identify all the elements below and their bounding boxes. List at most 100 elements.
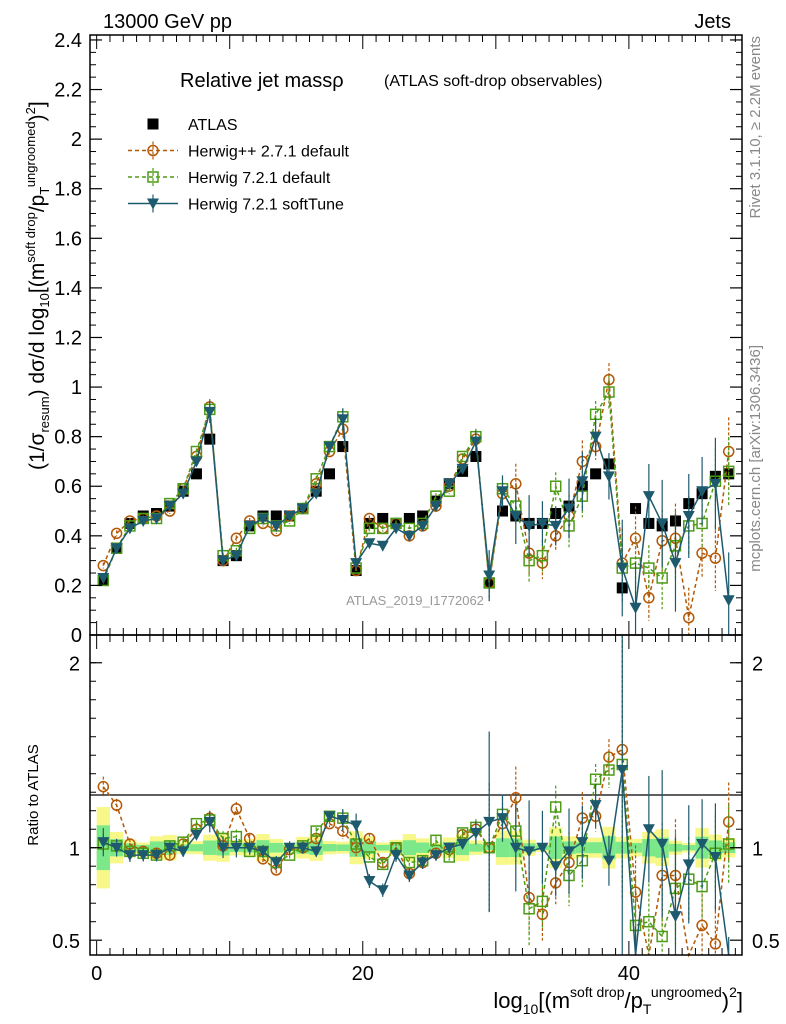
main-data-point — [536, 518, 549, 530]
ratio-data-point — [430, 834, 442, 847]
main-data-point — [536, 549, 549, 562]
ratio-stat-band — [495, 838, 510, 858]
main-y-tick-label: 1.2 — [54, 327, 82, 349]
ratio-data-point — [603, 751, 615, 763]
ratio-stat-band — [269, 842, 283, 853]
main-y-tick-label: 2 — [71, 129, 82, 151]
main-series-2 — [97, 375, 735, 610]
ratio-data-point — [549, 801, 562, 813]
main-data-point — [150, 513, 163, 525]
ratio-data-point — [403, 870, 416, 882]
main-data-point — [310, 473, 322, 485]
main-data-point — [230, 532, 243, 545]
ratio-data-point — [563, 846, 576, 858]
main-y-axis-label: (1/σresum) dσ/d log10[(msoft drop/pTungr… — [23, 101, 52, 470]
ratio-data-point — [97, 837, 110, 849]
ratio-stat-band — [189, 844, 204, 852]
x-tick-label: 20 — [352, 963, 374, 985]
main-data-point — [696, 547, 708, 559]
legend: ATLAS Herwig++ 2.7.1 default Herwig 7.2.1 … — [128, 117, 350, 214]
main-data-point — [483, 570, 496, 582]
main-y-tick-label: 0 — [71, 625, 82, 647]
ratio-data-point — [403, 856, 416, 869]
ratio-stat-band — [376, 844, 390, 851]
main-data-point — [163, 501, 176, 513]
ratio-data-point — [549, 861, 562, 873]
main-data-point — [696, 486, 709, 498]
main-panel: 0 0.2 0.4 0.6 0.8 1 1.2 1.4 1.6 1.8 2 2.2 2.4 Relati… — [23, 30, 743, 647]
ratio-data-point — [310, 846, 323, 858]
ratio-stat-band — [362, 841, 377, 855]
ratio-data-point — [310, 825, 322, 837]
main-data-point — [110, 527, 123, 540]
ratio-data-point — [469, 827, 482, 839]
main-data-point — [336, 414, 349, 426]
main-data-point — [296, 503, 309, 515]
ratio-data-point — [190, 817, 203, 830]
legend-entry: ATLAS — [147, 117, 238, 134]
ratio-data-point — [350, 820, 363, 832]
main-data-point — [403, 512, 415, 524]
ratio-data-point — [576, 837, 589, 849]
ratio-data-point — [589, 800, 602, 812]
ratio-stat-band — [336, 844, 350, 852]
main-data-point — [469, 436, 482, 448]
main-data-point — [656, 518, 669, 530]
main-series-line — [102, 411, 730, 608]
main-data-point — [270, 510, 282, 522]
main-data-point — [709, 478, 722, 490]
ratio-data-point — [523, 903, 535, 915]
ratio-data-point — [270, 857, 283, 869]
main-data-point — [110, 543, 123, 555]
ratio-y-tick-label-right: 2 — [752, 654, 763, 676]
ratio-stat-band — [469, 843, 483, 852]
x-tick-label: 0 — [91, 963, 102, 985]
ratio-data-point — [283, 842, 296, 854]
ratio-y-tick-label-right: 1 — [752, 839, 763, 861]
main-data-point — [722, 595, 735, 607]
legend-label: Herwig 7.2.1 softTune — [188, 197, 344, 214]
ratio-data-point — [123, 850, 136, 862]
main-data-point — [137, 515, 150, 527]
main-data-point — [376, 540, 389, 552]
main-y-tick-label: 0.8 — [54, 427, 82, 449]
ratio-stat-band — [588, 842, 603, 854]
ratio-data-point — [443, 842, 456, 854]
main-data-point — [324, 468, 336, 480]
ratio-data-point — [509, 842, 522, 854]
main-y-tick-label: 0.6 — [54, 476, 82, 498]
ratio-data-point — [603, 764, 615, 776]
main-data-point — [709, 552, 722, 564]
ratio-stat-band — [322, 844, 337, 852]
x-tick-label: 40 — [618, 963, 640, 985]
main-data-point — [629, 602, 642, 614]
ratio-data-point — [110, 842, 123, 854]
ratio-data-point — [602, 855, 615, 867]
main-y-tick-label: 0.4 — [54, 526, 82, 548]
ratio-data-point — [390, 850, 403, 862]
ratio-data-point — [296, 842, 309, 854]
main-title: Relative jet massρ — [180, 70, 344, 92]
main-y-tick-label: 2.4 — [54, 30, 82, 52]
ratio-data-point — [709, 938, 722, 950]
legend-marker — [147, 198, 159, 210]
ratio-data-point — [137, 850, 150, 862]
main-data-point — [656, 572, 668, 584]
main-data-point — [283, 510, 296, 522]
ratio-data-point — [456, 827, 469, 839]
legend-label: ATLAS — [188, 117, 238, 134]
main-data-point — [456, 463, 469, 475]
main-y-tick-label: 1 — [71, 377, 82, 399]
ratio-data-point — [456, 839, 469, 851]
main-data-point — [509, 510, 522, 522]
collision-label: 13000 GeV pp — [103, 11, 232, 33]
main-data-point — [549, 480, 562, 492]
main-data-point — [256, 513, 269, 525]
ratio-data-point — [696, 919, 708, 932]
main-data-point — [390, 523, 403, 535]
legend-marker — [147, 118, 159, 130]
ratio-data-point — [616, 765, 629, 777]
main-data-point — [642, 491, 655, 503]
main-data-point — [230, 550, 243, 562]
ratio-data-point — [709, 851, 722, 863]
